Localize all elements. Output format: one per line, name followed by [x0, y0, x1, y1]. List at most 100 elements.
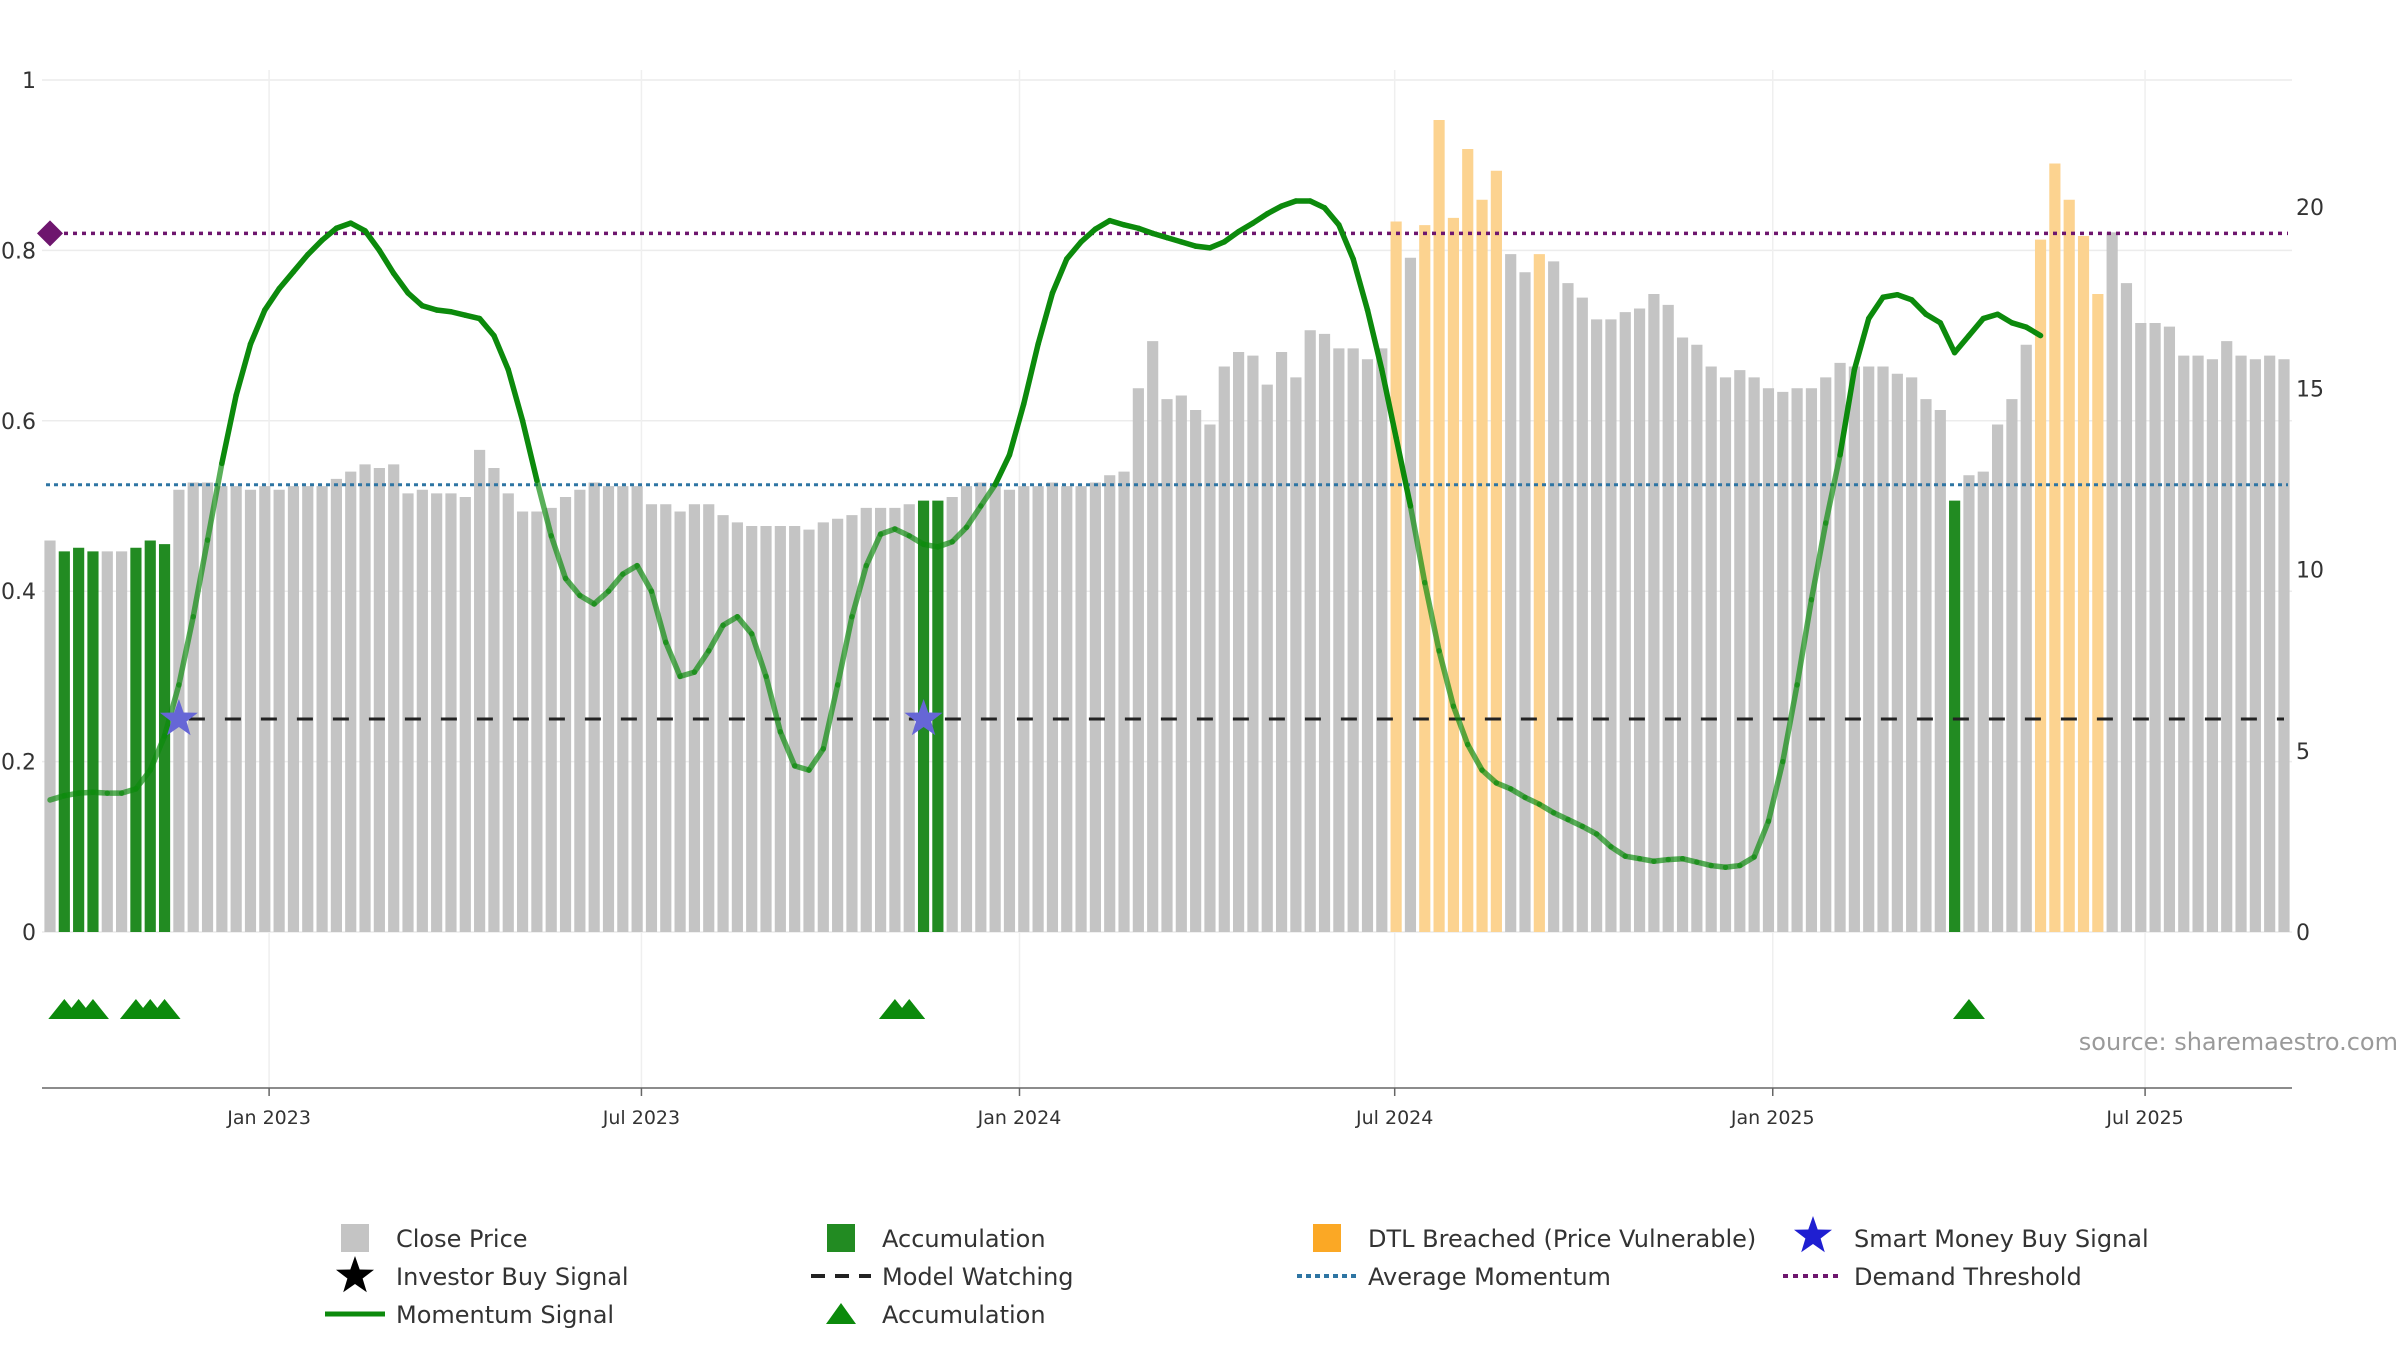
price-bar	[87, 551, 99, 932]
price-bar	[1949, 500, 1961, 932]
smart-money-signals	[159, 699, 943, 736]
momentum-segment	[519, 418, 540, 484]
momentum-segment	[734, 614, 755, 637]
price-bar	[1662, 304, 1674, 932]
momentum-segment	[219, 392, 239, 467]
left-axis-tick: 0	[22, 921, 36, 946]
price-bar	[1505, 254, 1517, 932]
price-bar	[388, 464, 400, 932]
price-bar	[2149, 323, 2161, 932]
price-bar	[860, 507, 872, 932]
price-bar	[989, 486, 1001, 932]
momentum-segment	[1092, 217, 1113, 232]
price-bar	[1147, 341, 1159, 932]
price-bar	[1691, 344, 1703, 932]
price-bar	[1161, 399, 1173, 932]
price-bar	[1261, 384, 1273, 932]
momentum-segment	[376, 247, 397, 277]
momentum-segment	[1250, 211, 1270, 226]
x-axis-tick: Jul 2024	[1355, 1107, 1433, 1129]
price-bar	[1576, 297, 1588, 932]
momentum-segment	[1049, 256, 1070, 296]
price-bar	[1562, 283, 1574, 932]
price-bar	[2092, 294, 2104, 932]
price-bar	[1591, 319, 1603, 932]
price-bar	[1476, 199, 1488, 932]
price-bar	[946, 497, 958, 932]
x-axis-tick: Jan 2025	[1730, 1107, 1815, 1129]
price-bar	[2034, 239, 2047, 932]
price-bar	[2077, 236, 2090, 932]
accumulation-triangle	[76, 999, 109, 1019]
price-bar	[1218, 366, 1230, 932]
price-bar	[1977, 471, 1989, 932]
momentum-segment	[204, 460, 225, 543]
momentum-segment	[834, 614, 855, 688]
price-bar	[230, 486, 242, 932]
price-bar	[846, 515, 858, 932]
momentum-segment	[476, 315, 497, 339]
price-bar	[1633, 308, 1646, 932]
momentum-segment	[648, 588, 669, 646]
momentum-segment	[634, 562, 655, 594]
price-bar	[1705, 366, 1717, 932]
price-bar	[402, 493, 414, 932]
price-bar	[1619, 312, 1631, 932]
price-bar	[674, 511, 686, 932]
price-bar	[1891, 373, 1903, 932]
momentum-segment	[1765, 758, 1786, 824]
price-bar	[1762, 388, 1775, 932]
price-bar	[574, 489, 586, 932]
price-bar	[2249, 359, 2261, 932]
price-bar	[1462, 149, 1474, 932]
momentum-segment	[978, 481, 998, 509]
momentum-segment	[362, 228, 383, 254]
momentum-segment	[405, 290, 426, 309]
momentum-segment	[1064, 239, 1084, 262]
momentum-segment	[1966, 315, 1987, 339]
price-bar	[1963, 475, 1975, 932]
momentum-segment	[691, 648, 712, 675]
price-bar	[975, 482, 987, 932]
momentum-segment	[1751, 818, 1772, 860]
price-bar	[1089, 482, 1101, 932]
price-bar	[1333, 348, 1345, 932]
legend-model-watching-label: Model Watching	[882, 1263, 1074, 1291]
price-bar	[516, 511, 529, 932]
momentum-segment	[305, 237, 325, 258]
legend-smart-money-star	[1794, 1216, 1832, 1253]
price-bar	[488, 468, 500, 932]
momentum-segment	[491, 332, 512, 373]
price-bar	[144, 540, 156, 932]
momentum-segment	[290, 251, 311, 275]
price-bar	[1920, 399, 1932, 932]
price-bar	[1548, 261, 1560, 932]
accumulation-triangle	[1952, 999, 1985, 1019]
momentum-segment	[1794, 596, 1815, 688]
price-bar	[588, 482, 600, 932]
price-bar	[2049, 163, 2061, 932]
price-bar	[1132, 388, 1144, 932]
momentum-segment	[1808, 520, 1829, 603]
momentum-segment	[147, 733, 168, 773]
momentum-segment	[534, 477, 554, 539]
price-bar	[2235, 355, 2247, 932]
momentum-segment	[1393, 435, 1414, 509]
price-bar	[1934, 410, 1946, 932]
price-bar	[832, 518, 844, 932]
right-axis-tick: 0	[2296, 921, 2310, 946]
momentum-segment	[1593, 831, 1614, 850]
price-bar	[631, 486, 643, 932]
demand-threshold-marker	[37, 220, 63, 247]
legend-avg-momentum-label: Average Momentum	[1368, 1263, 1611, 1291]
momentum-segment	[1937, 320, 1958, 356]
momentum-segment	[906, 533, 927, 548]
price-bar	[1175, 395, 1187, 932]
price-bar	[617, 486, 629, 932]
smart-money-star	[904, 699, 943, 736]
price-bar	[1290, 377, 1302, 932]
momentum-segment	[620, 562, 640, 577]
momentum-segment	[1006, 401, 1027, 458]
